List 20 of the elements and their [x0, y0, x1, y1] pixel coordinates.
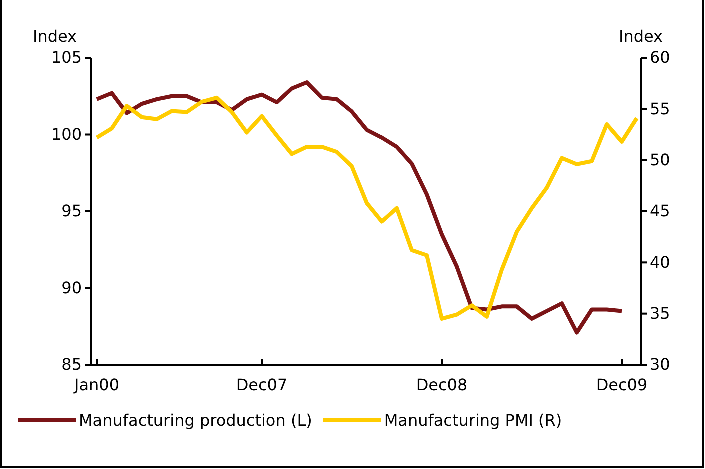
y2-tick-label: 55 [650, 99, 670, 118]
y-tick-label: 100 [51, 124, 82, 144]
y-tick-label: 90 [62, 278, 82, 298]
legend-label: Manufacturing PMI (R) [384, 411, 562, 430]
x-tick-label: Dec07 [236, 375, 288, 394]
y2-tick-label: 50 [650, 150, 670, 170]
y2-tick-label: 30 [650, 355, 670, 374]
y2-tick-label: 35 [650, 304, 670, 323]
legend-label: Manufacturing production (L) [79, 411, 312, 430]
x-tick-label: Jan00 [73, 375, 120, 394]
y2-tick-label: 60 [650, 48, 670, 68]
y-axis-title: Index [32, 27, 78, 46]
y-tick-label: 105 [51, 48, 82, 68]
x-tick-label: Dec08 [416, 375, 468, 394]
y-tick-label: 85 [62, 355, 82, 374]
y2-axis-title: Index [618, 27, 664, 46]
x-tick-label: Dec09 [596, 375, 648, 394]
y-tick-label: 95 [62, 202, 82, 221]
y2-tick-label: 40 [650, 252, 670, 272]
y2-tick-label: 45 [650, 202, 670, 221]
